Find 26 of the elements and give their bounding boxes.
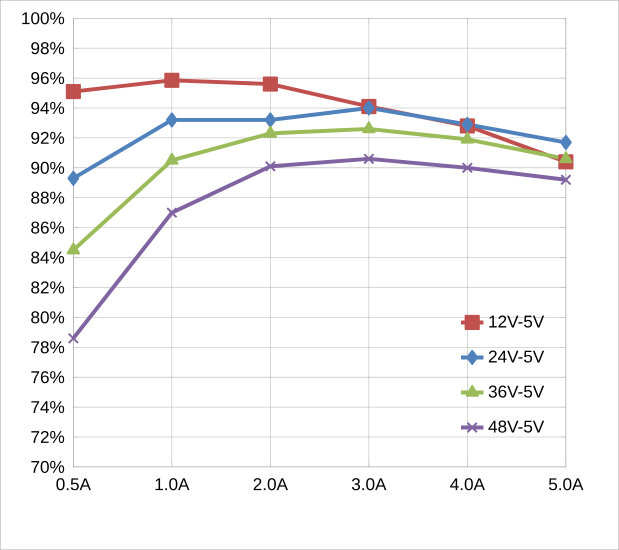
legend-label: 48V-5V [488,420,544,433]
y-tick-label: 70% [31,460,64,473]
y-tick-label: 78% [31,341,64,354]
legend-label: 24V-5V [488,350,544,363]
y-tick-label: 90% [31,162,64,174]
legend-label: 12V-5V [489,315,544,328]
x-tick-label: 3.0A [352,478,386,490]
y-tick-label: 88% [31,192,64,204]
x-tick-label: 5.0A [548,478,584,490]
y-tick-label: 86% [31,222,64,234]
legend-label: 36V-5V [488,386,544,398]
x-tick-label: 1.0A [156,478,190,490]
y-tick-label: 80% [31,311,64,324]
y-tick-label: 92% [31,132,64,144]
y-tick-label: 84% [31,251,64,264]
x-tick-label: 4.0A [450,478,485,490]
y-tick-label: 98% [31,42,64,54]
y-tick-label: 82% [31,281,64,294]
y-tick-label: 94% [31,102,64,114]
y-tick-label: 96% [31,72,64,84]
y-tick-label: 100% [22,12,64,24]
x-tick-label: 0.5A [56,478,91,490]
y-tick-label: 74% [31,401,64,414]
x-tick-label: 2.0A [254,478,288,490]
y-tick-label: 72% [31,430,64,444]
y-tick-label: 76% [31,371,64,384]
